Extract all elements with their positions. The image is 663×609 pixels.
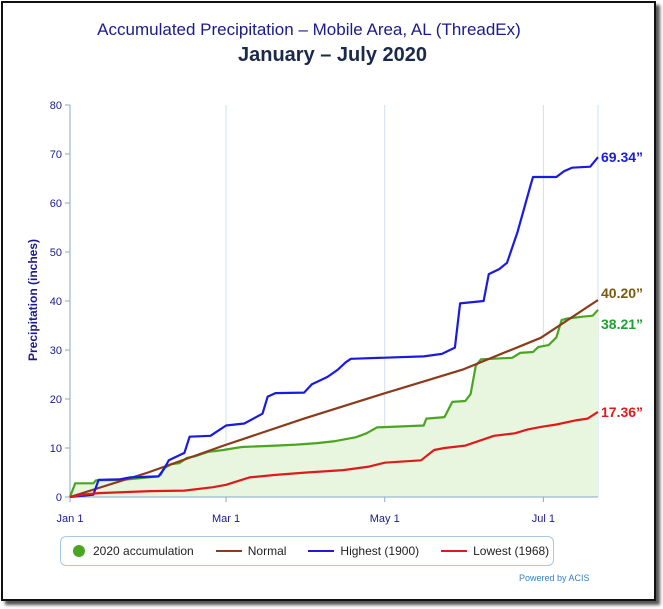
legend-label-lowest: Lowest (1968) (473, 544, 550, 558)
legend: 2020 accumulation Normal Highest (1900) … (60, 536, 554, 566)
end-label-highest: 69.34” (601, 149, 643, 165)
series-2020-area (70, 309, 598, 497)
x-tick-label: Mar 1 (212, 513, 240, 525)
legend-item-2020[interactable]: 2020 accumulation (73, 544, 194, 558)
axes: Jan 1 Mar 1 May 1 Jul 1 0 10 20 30 40 50 60 70 80 (50, 100, 598, 525)
y-tick-label: 10 (50, 443, 62, 455)
legend-label-normal: Normal (247, 544, 287, 558)
y-tick-label: 0 (56, 492, 62, 504)
series-lowest-1968 (69, 410, 599, 499)
y-tick-label: 40 (50, 296, 62, 308)
powered-by-credit[interactable]: Powered by ACIS (519, 573, 590, 583)
series-normal (69, 299, 599, 499)
legend-item-normal[interactable]: Normal (215, 544, 287, 558)
x-tick-label: Jul 1 (532, 513, 555, 525)
legend-item-highest[interactable]: Highest (1900) (308, 544, 419, 558)
legend-label-highest: Highest (1900) (340, 544, 420, 558)
y-tick-label: 60 (50, 198, 62, 210)
y-tick-label: 80 (50, 100, 62, 112)
legend-item-lowest[interactable]: Lowest (1968) (441, 544, 549, 558)
x-tick-label: Jan 1 (57, 513, 84, 525)
chart-frame (1, 1, 656, 601)
y-tick-label: 20 (50, 394, 62, 406)
end-labels: 38.21” 40.20” 69.34” 17.36” (601, 149, 643, 420)
legend-marker-normal (215, 550, 242, 552)
area-fill-layer (70, 309, 598, 497)
end-label-normal: 40.20” (601, 285, 643, 301)
legend-label-2020: 2020 accumulation (93, 544, 194, 558)
chart-subtitle: January – July 2020 (237, 44, 427, 66)
chart-title: Accumulated Precipitation – Mobile Area,… (97, 20, 521, 39)
x-tick-label: May 1 (370, 513, 400, 525)
end-label-lowest: 17.36” (601, 404, 643, 420)
y-tick-label: 30 (50, 345, 62, 357)
series-lines (68, 156, 599, 499)
y-tick-label: 70 (50, 149, 62, 161)
legend-marker-2020 (73, 545, 85, 557)
legend-marker-lowest (441, 550, 468, 552)
legend-marker-highest (308, 550, 335, 552)
y-tick-label: 50 (50, 247, 62, 259)
series-highest-1900 (69, 156, 599, 499)
end-label-2020: 38.21” (601, 316, 643, 332)
